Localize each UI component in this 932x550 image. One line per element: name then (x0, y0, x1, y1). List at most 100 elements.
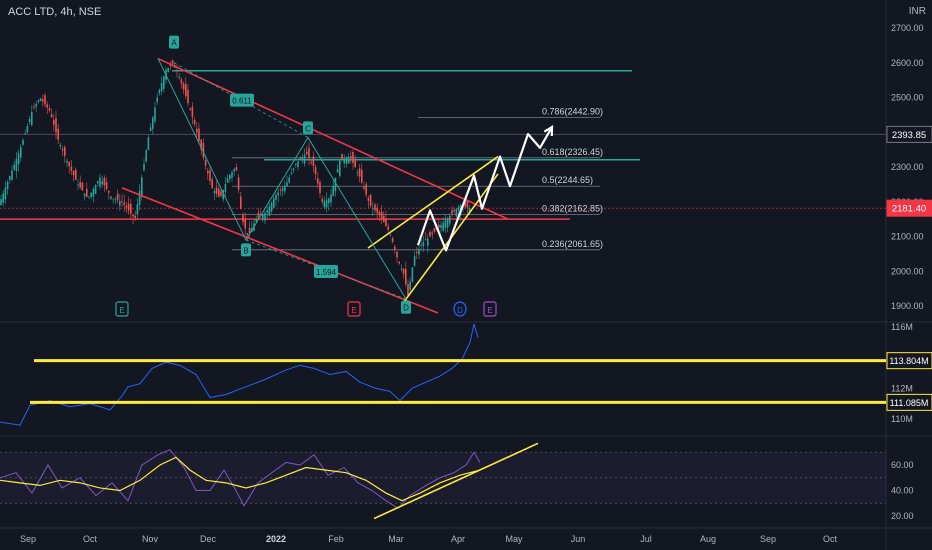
ratio-label-box (230, 93, 254, 107)
candle-body (193, 119, 196, 125)
candle-body (143, 163, 145, 171)
candle-body (66, 161, 68, 163)
candle-body (284, 185, 286, 192)
candle-body (125, 205, 128, 208)
candle-body (457, 206, 460, 211)
x-tick-label: Dec (200, 534, 217, 544)
candle-body (264, 212, 266, 221)
candle-body (211, 179, 213, 189)
candle-body (39, 98, 42, 101)
candle-body (385, 218, 387, 227)
candle-body (42, 99, 44, 102)
candle-body (136, 204, 139, 215)
candle-body (306, 151, 308, 155)
candle-body (24, 133, 26, 134)
candle-body (218, 188, 220, 197)
candle-body (0, 199, 2, 206)
candle-body (59, 145, 62, 147)
candle-body (416, 252, 418, 254)
candle-body (449, 215, 451, 224)
candle-body (402, 268, 405, 274)
candle-body (389, 234, 392, 236)
candle-body (215, 187, 218, 194)
trendline (157, 57, 509, 220)
price-badge-label: 2393.85 (892, 130, 926, 141)
candle-body (310, 162, 312, 163)
candle-body (297, 161, 299, 167)
candle-body (64, 147, 66, 156)
candle-body (180, 79, 183, 84)
candle-body (196, 128, 198, 133)
candle-body (103, 177, 106, 186)
candle-body (191, 106, 194, 117)
price-badge (886, 125, 932, 143)
candle-body (391, 237, 394, 243)
candle-body (429, 231, 431, 237)
candle-body (121, 201, 123, 202)
candle-body (31, 112, 33, 125)
candle-body (220, 191, 222, 196)
volume-level-badge (886, 352, 932, 370)
event-marker-label: E (119, 306, 124, 315)
candle-body (33, 106, 35, 108)
candle-body (431, 232, 433, 235)
candle-body (204, 160, 207, 166)
candle-body (4, 187, 7, 200)
candle-body (262, 214, 264, 220)
candle-body (110, 196, 112, 199)
candle-body (334, 177, 337, 192)
candle-body (72, 171, 75, 176)
candle-body (420, 244, 422, 246)
candle-body (35, 104, 37, 107)
candle-body (50, 114, 53, 117)
candle-body (242, 214, 244, 223)
candle-body (26, 126, 29, 133)
x-tick-label: May (505, 534, 523, 544)
candle-body (281, 187, 284, 191)
candle-body (466, 200, 469, 208)
candle-body (138, 190, 141, 206)
x-tick-label: Sep (20, 534, 36, 544)
candle-body (97, 181, 99, 184)
candle-body (226, 178, 229, 183)
candle-body (317, 178, 319, 184)
candle-body (237, 177, 240, 190)
price-tick-label: 2000.00 (891, 266, 924, 276)
volume-level-label: 111.085M (890, 398, 929, 408)
candle-body (248, 227, 251, 234)
candle-body (11, 170, 13, 180)
candle-body (394, 246, 396, 250)
candle-body (44, 95, 46, 105)
candle-body (303, 154, 306, 164)
wave-label-box (401, 300, 411, 314)
candle-body (114, 199, 117, 201)
candle-body (350, 156, 352, 159)
event-marker-label: E (351, 306, 356, 315)
candle-body (222, 189, 224, 200)
candle-body (68, 161, 70, 167)
candle-body (244, 219, 246, 229)
candle-body (176, 70, 178, 72)
trendline (121, 187, 439, 314)
candle-body (336, 169, 339, 173)
candle-body (270, 202, 273, 212)
candle-body (358, 168, 361, 177)
price-tick-label: 2700.00 (891, 23, 924, 33)
candle-body (451, 210, 453, 214)
candle-body (255, 218, 257, 222)
candle-body (446, 218, 449, 228)
x-tick-label: 2022 (266, 534, 286, 544)
candle-body (224, 184, 227, 193)
candle-body (134, 215, 136, 218)
candle-body (442, 222, 444, 231)
candle-body (86, 188, 88, 197)
candle-body (319, 182, 321, 194)
candle-body (411, 267, 414, 282)
candle-body (198, 128, 200, 141)
candle-body (374, 204, 376, 211)
projection-path (416, 126, 553, 252)
candle-body (119, 200, 121, 206)
x-tick-label: Sep (760, 534, 776, 544)
candle-body (308, 148, 310, 159)
